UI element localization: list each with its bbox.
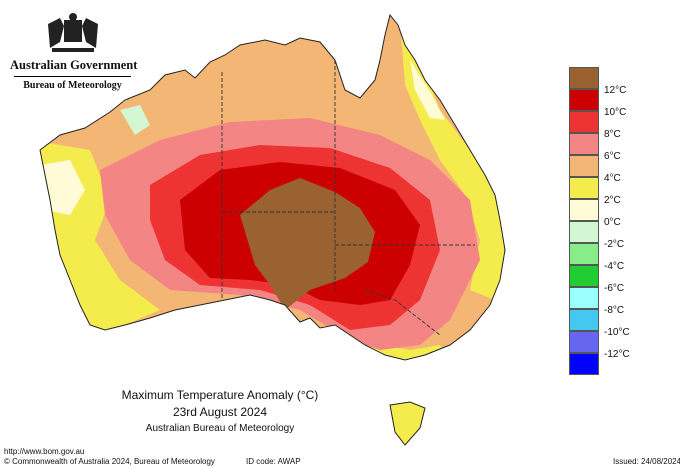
legend-swatch bbox=[569, 287, 599, 309]
legend-label: -10°C bbox=[604, 327, 630, 338]
legend-swatch bbox=[569, 89, 599, 111]
legend-label: 4°C bbox=[604, 173, 621, 184]
legend-label: 0°C bbox=[604, 217, 621, 228]
map-title: Maximum Temperature Anomaly (°C) bbox=[121, 388, 319, 402]
legend-swatch bbox=[569, 353, 599, 375]
legend-swatch bbox=[569, 243, 599, 265]
legend-label: 6°C bbox=[604, 151, 621, 162]
legend-swatch bbox=[569, 221, 599, 243]
legend-swatch bbox=[569, 155, 599, 177]
logo-divider bbox=[14, 76, 131, 77]
legend-swatch bbox=[569, 309, 599, 331]
legend-swatch bbox=[569, 177, 599, 199]
legend-label: 10°C bbox=[604, 107, 627, 118]
footer-url[interactable]: http://www.bom.gov.au bbox=[4, 447, 85, 456]
bureau-title: Bureau of Meteorology bbox=[23, 80, 122, 91]
legend-swatch bbox=[569, 199, 599, 221]
map-caption: Maximum Temperature Anomaly (°C) 23rd Au… bbox=[95, 388, 345, 434]
map-source: Australian Bureau of Meteorology bbox=[145, 423, 295, 434]
legend-swatch bbox=[569, 133, 599, 155]
government-title: Australian Government bbox=[10, 58, 138, 72]
coat-of-arms-icon bbox=[47, 13, 98, 52]
map-date: 23rd August 2024 bbox=[172, 405, 268, 419]
footer-id-code: ID code: AWAP bbox=[246, 457, 301, 466]
footer-copyright: © Commonwealth of Australia 2024, Bureau… bbox=[4, 457, 215, 466]
legend-label: -4°C bbox=[604, 261, 625, 272]
legend-label: -6°C bbox=[604, 283, 625, 294]
legend-label: 8°C bbox=[604, 129, 621, 140]
legend-label: -8°C bbox=[604, 305, 625, 316]
legend-label: 2°C bbox=[604, 195, 621, 206]
legend-label: 12°C bbox=[604, 85, 627, 96]
legend-swatch bbox=[569, 111, 599, 133]
color-legend bbox=[569, 67, 599, 375]
legend-label: -2°C bbox=[604, 239, 625, 250]
legend-swatch bbox=[569, 67, 599, 89]
legend-swatch bbox=[569, 265, 599, 287]
footer-issued: Issued: 24/08/2024 bbox=[613, 457, 680, 466]
government-logo: Australian Government Bureau of Meteorol… bbox=[10, 12, 138, 97]
legend-label: -12°C bbox=[604, 349, 630, 360]
legend-swatch bbox=[569, 331, 599, 353]
